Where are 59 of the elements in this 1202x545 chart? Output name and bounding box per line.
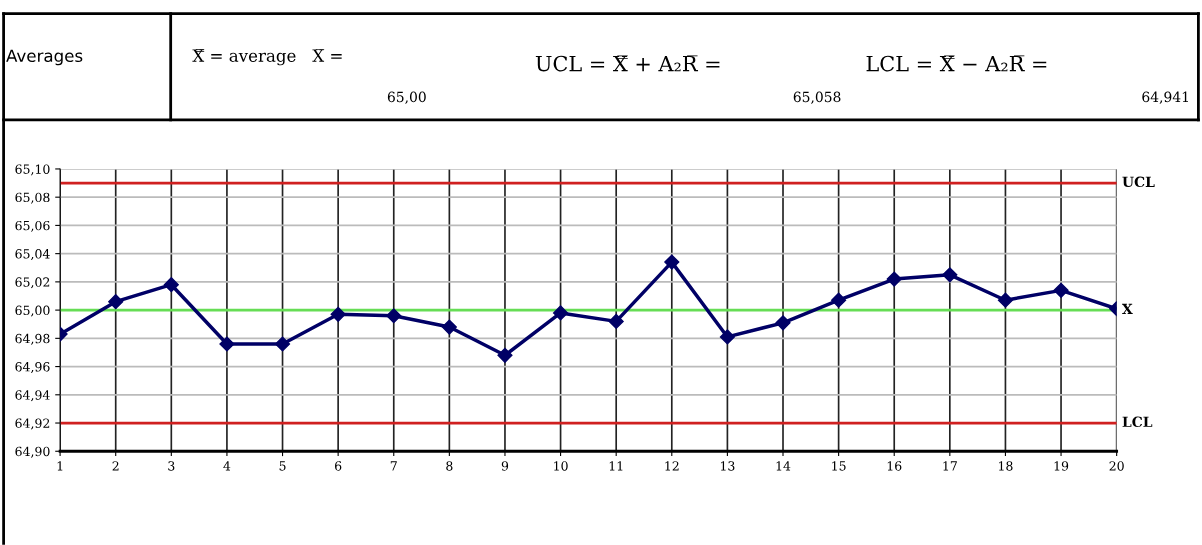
point xyxy=(219,336,235,352)
point xyxy=(831,292,847,308)
x-tick-label: 7 xyxy=(390,461,397,471)
x-tick-label: 11 xyxy=(609,461,623,471)
text: LCL = X̿ − A₂R̅ = xyxy=(866,55,1047,72)
ref-line-label: LCL xyxy=(1122,416,1153,428)
text: Averages xyxy=(6,49,83,66)
x-tick-label: 16 xyxy=(887,461,902,471)
text: 65,058 xyxy=(793,91,841,104)
y-tick-label: 64,94 xyxy=(15,390,50,402)
point xyxy=(997,292,1014,308)
y-tick-label: 64,90 xyxy=(15,446,50,458)
point xyxy=(108,294,124,310)
point xyxy=(719,329,735,345)
y-tick-label: 64,96 xyxy=(15,362,50,374)
y-tick-label: 64,92 xyxy=(15,418,50,430)
ref-line-label: X xyxy=(1122,303,1133,314)
ref-line-label: UCL xyxy=(1122,176,1155,188)
text: 65,00 xyxy=(387,91,426,104)
y-tick-label: 65,00 xyxy=(15,305,50,317)
x-tick-label: 10 xyxy=(554,461,568,471)
point xyxy=(664,254,680,270)
x-tick-label: 2 xyxy=(112,461,119,471)
point xyxy=(608,313,624,329)
y-tick-label: 65,08 xyxy=(15,192,50,204)
x-tick-label: 12 xyxy=(665,461,679,471)
y-tick-label: 65,10 xyxy=(15,164,50,176)
point xyxy=(497,347,513,363)
x-tick-label: 1 xyxy=(57,461,63,471)
text: X̿ = average X̅ = xyxy=(192,49,342,66)
x-tick-label: 6 xyxy=(335,461,342,471)
x-tick-label: 13 xyxy=(720,461,735,471)
text: UCL = X̿ + A₂R̅ = xyxy=(535,55,720,72)
point xyxy=(886,271,902,287)
y-tick-label: 65,02 xyxy=(15,277,50,289)
point xyxy=(163,277,179,293)
x-tick-label: 4 xyxy=(223,461,231,471)
point xyxy=(553,305,569,321)
point xyxy=(441,319,457,335)
point xyxy=(274,336,291,352)
y-tick-label: 64,98 xyxy=(15,333,50,345)
x-tick-label: 15 xyxy=(832,461,846,471)
x-tick-label: 20 xyxy=(1109,461,1124,471)
point xyxy=(775,315,791,331)
x-tick-label: 5 xyxy=(279,461,286,471)
x-tick-label: 17 xyxy=(943,461,957,471)
point xyxy=(386,308,402,324)
x-tick-label: 14 xyxy=(776,461,791,471)
text: 64,941 xyxy=(1142,91,1189,104)
x-tick-label: 9 xyxy=(501,461,509,471)
x-tick-label: 8 xyxy=(446,461,453,471)
x-tick-label: 19 xyxy=(1054,461,1069,471)
y-tick-label: 65,04 xyxy=(15,249,50,261)
x-tick-label: 3 xyxy=(168,461,175,471)
point xyxy=(1053,282,1069,298)
y-tick-label: 65,06 xyxy=(15,220,50,232)
point xyxy=(330,306,346,322)
x-tick-label: 18 xyxy=(999,461,1013,471)
point xyxy=(942,267,958,283)
